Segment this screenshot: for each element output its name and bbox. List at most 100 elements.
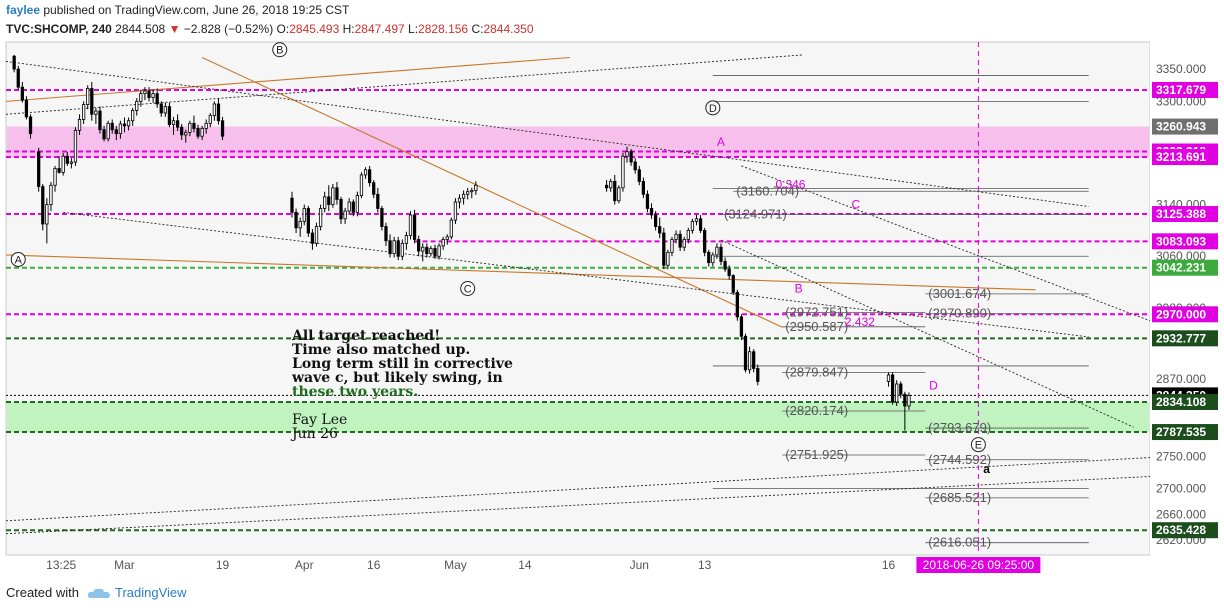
candle-body[interactable] bbox=[90, 88, 94, 115]
candle-body[interactable] bbox=[425, 246, 429, 255]
candle-body[interactable] bbox=[417, 239, 421, 252]
candle-body[interactable] bbox=[645, 193, 650, 209]
candle-body[interactable] bbox=[670, 239, 674, 253]
candle-body[interactable] bbox=[61, 155, 65, 173]
candle-body[interactable] bbox=[331, 187, 335, 206]
candle-body[interactable] bbox=[474, 184, 478, 191]
author-name[interactable]: faylee bbox=[6, 3, 41, 17]
candle-body[interactable] bbox=[666, 251, 670, 266]
candle-body[interactable] bbox=[404, 235, 409, 244]
candle-body[interactable] bbox=[899, 383, 903, 395]
candle-body[interactable] bbox=[621, 155, 625, 189]
candle-body[interactable] bbox=[649, 208, 654, 216]
candle-body[interactable] bbox=[441, 239, 445, 247]
candle-body[interactable] bbox=[208, 115, 212, 124]
candle-body[interactable] bbox=[457, 197, 462, 203]
candle-body[interactable] bbox=[396, 240, 400, 257]
candle-body[interactable] bbox=[155, 93, 159, 105]
candle-body[interactable] bbox=[20, 86, 24, 101]
candle-body[interactable] bbox=[135, 100, 139, 111]
candle-body[interactable] bbox=[731, 275, 735, 293]
candle-body[interactable] bbox=[707, 251, 711, 264]
candle-body[interactable] bbox=[298, 220, 302, 229]
candle-body[interactable] bbox=[73, 130, 78, 163]
candle-body[interactable] bbox=[147, 90, 151, 98]
candle-body[interactable] bbox=[163, 106, 167, 114]
candle-body[interactable] bbox=[604, 184, 609, 189]
candle-body[interactable] bbox=[41, 186, 45, 225]
candle-body[interactable] bbox=[57, 168, 61, 173]
candle-body[interactable] bbox=[412, 214, 417, 240]
candle-body[interactable] bbox=[24, 99, 29, 118]
candle-body[interactable] bbox=[735, 291, 739, 318]
candle-body[interactable] bbox=[53, 168, 57, 186]
candle-body[interactable] bbox=[715, 246, 719, 256]
candle-body[interactable] bbox=[686, 230, 690, 240]
candle-body[interactable] bbox=[110, 122, 114, 131]
candle-body[interactable] bbox=[408, 214, 413, 236]
candle-body[interactable] bbox=[180, 126, 184, 136]
candle-body[interactable] bbox=[743, 335, 748, 371]
candle-body[interactable] bbox=[368, 169, 372, 184]
candle-body[interactable] bbox=[907, 395, 911, 407]
candle-body[interactable] bbox=[139, 93, 143, 102]
candle-body[interactable] bbox=[678, 233, 682, 248]
candle-body[interactable] bbox=[698, 218, 703, 231]
candle-body[interactable] bbox=[380, 208, 384, 227]
candle-body[interactable] bbox=[690, 220, 695, 231]
candle-body[interactable] bbox=[175, 120, 180, 128]
candle-body[interactable] bbox=[98, 110, 102, 131]
candle-body[interactable] bbox=[49, 184, 53, 206]
candle-body[interactable] bbox=[756, 368, 760, 382]
candle-body[interactable] bbox=[674, 233, 678, 240]
candle-body[interactable] bbox=[159, 103, 163, 114]
candle-body[interactable] bbox=[641, 180, 645, 195]
candle-body[interactable] bbox=[658, 226, 662, 234]
candle-body[interactable] bbox=[662, 232, 666, 266]
candle-body[interactable] bbox=[347, 201, 351, 212]
candle-body[interactable] bbox=[323, 196, 327, 209]
candle-body[interactable] bbox=[752, 351, 756, 369]
candle-body[interactable] bbox=[77, 119, 82, 131]
candle-body[interactable] bbox=[122, 123, 127, 127]
candle-body[interactable] bbox=[351, 201, 355, 213]
candle-body[interactable] bbox=[637, 169, 641, 182]
candle-body[interactable] bbox=[400, 242, 404, 257]
candle-body[interactable] bbox=[903, 393, 907, 407]
candle-body[interactable] bbox=[196, 128, 200, 137]
candle-body[interactable] bbox=[216, 103, 221, 122]
candle-body[interactable] bbox=[151, 93, 155, 98]
candle-body[interactable] bbox=[376, 193, 380, 209]
candle-body[interactable] bbox=[392, 240, 396, 255]
candle-body[interactable] bbox=[719, 246, 723, 262]
candle-body[interactable] bbox=[429, 248, 433, 255]
candle-body[interactable] bbox=[739, 316, 744, 337]
brand-link[interactable]: TradingView bbox=[87, 585, 187, 600]
candle-body[interactable] bbox=[694, 218, 699, 222]
candle-body[interactable] bbox=[359, 174, 364, 196]
candle-body[interactable] bbox=[94, 110, 98, 115]
candle-body[interactable] bbox=[143, 90, 147, 95]
candle-body[interactable] bbox=[453, 201, 458, 221]
candle-body[interactable] bbox=[114, 129, 118, 135]
candle-body[interactable] bbox=[625, 151, 629, 157]
candle-body[interactable] bbox=[294, 211, 298, 229]
candle-body[interactable] bbox=[37, 151, 41, 187]
candle-body[interactable] bbox=[327, 196, 331, 206]
candle-body[interactable] bbox=[372, 182, 376, 195]
candle-body[interactable] bbox=[388, 240, 392, 255]
candle-body[interactable] bbox=[654, 214, 658, 227]
candle-body[interactable] bbox=[384, 226, 388, 242]
candle-body[interactable] bbox=[290, 197, 294, 213]
candle-body[interactable] bbox=[306, 208, 310, 234]
candle-body[interactable] bbox=[65, 155, 69, 164]
candle-body[interactable] bbox=[727, 268, 731, 276]
candle-body[interactable] bbox=[45, 204, 49, 225]
candle-body[interactable] bbox=[339, 199, 343, 220]
candle-body[interactable] bbox=[212, 103, 216, 116]
candle-body[interactable] bbox=[633, 161, 637, 171]
candle-body[interactable] bbox=[470, 190, 474, 193]
candle-body[interactable] bbox=[886, 374, 891, 382]
candle-body[interactable] bbox=[449, 219, 453, 238]
